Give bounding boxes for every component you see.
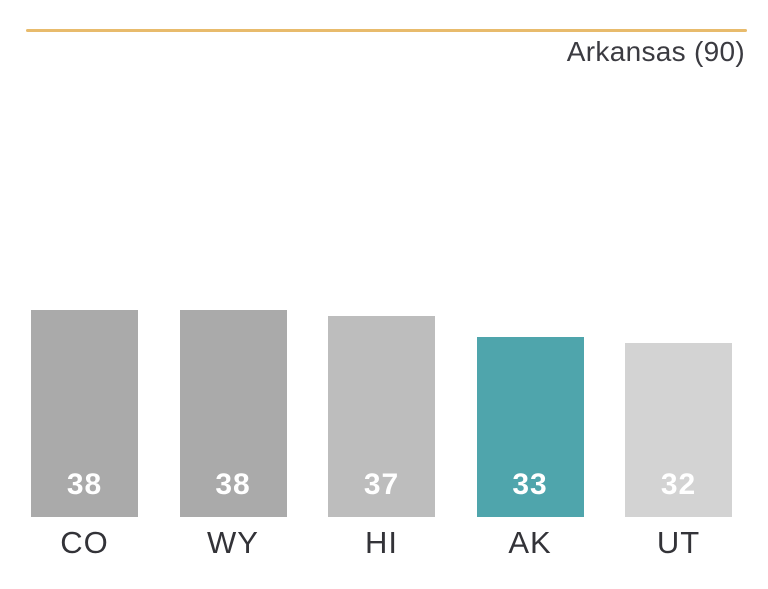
bar-wy: 38 WY xyxy=(179,310,287,560)
bar-value-label-co: 38 xyxy=(66,468,103,501)
category-label-ut: UT xyxy=(656,525,701,560)
bar-ak: 33 AK xyxy=(476,337,584,560)
bar-value-label-ut: 32 xyxy=(660,468,697,501)
category-label-co: CO xyxy=(60,525,109,560)
category-label-ak: AK xyxy=(508,525,552,560)
accent-divider-line xyxy=(26,29,747,32)
bar-hi: 37 HI xyxy=(328,316,435,560)
chart-title: Arkansas (90) xyxy=(566,36,745,67)
bar-chart: 38 CO 38 WY 37 HI 33 AK 32 UT xyxy=(31,0,732,560)
bar-value-label-hi: 37 xyxy=(363,468,400,501)
bar-value-label-ak: 33 xyxy=(512,468,548,501)
bar-co: 38 CO xyxy=(31,310,138,560)
bar-ut: 32 UT xyxy=(625,343,732,560)
bar-value-label-wy: 38 xyxy=(215,468,251,501)
category-label-hi: HI xyxy=(365,525,398,560)
category-label-wy: WY xyxy=(207,525,259,560)
